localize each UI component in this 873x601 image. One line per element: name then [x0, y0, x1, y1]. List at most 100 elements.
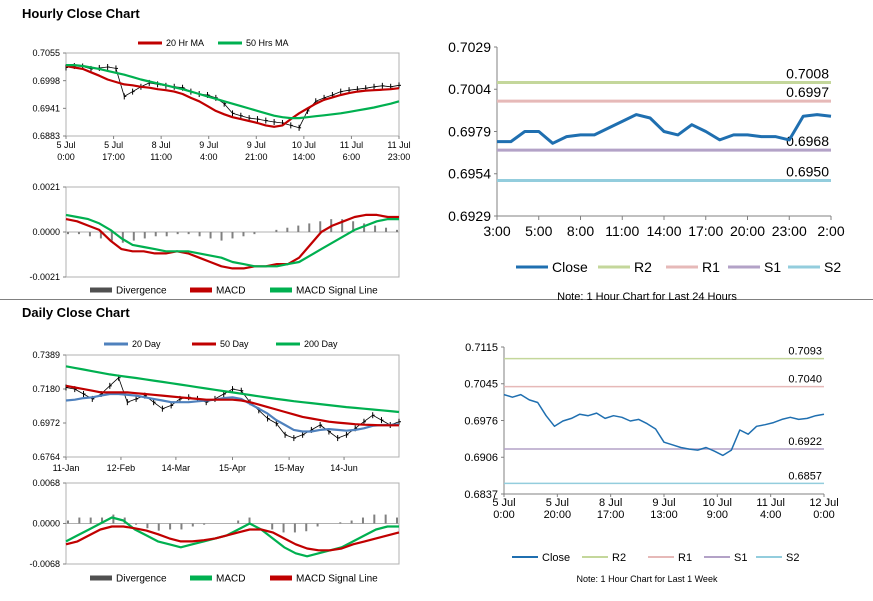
daily-macd-ytick: -0.0068 — [29, 559, 60, 569]
daily-levels-ytick: 0.6906 — [464, 452, 498, 464]
daily-levels-xtick: 5 Jul — [492, 497, 515, 509]
daily-levels-xtick: 10 Jul — [703, 497, 732, 509]
daily-price-xtick: 15-Apr — [219, 463, 246, 473]
hourly-price-xtick: 11 Jul — [340, 140, 363, 150]
daily-price-legend-label: 50 Day — [220, 339, 249, 349]
daily-levels-legend-label: S2 — [786, 552, 799, 564]
hourly-price-xtick: 4:00 — [200, 152, 218, 162]
daily-price-ma200-line — [65, 365, 400, 414]
hourly-price-xtick: 14:00 — [293, 152, 316, 162]
hourly-levels-xtick: 5:00 — [525, 223, 552, 239]
hourly-price-xtick: 23:00 — [388, 152, 411, 162]
hourly-price-frame — [65, 52, 400, 137]
hourly-macd-ytick: -0.0021 — [29, 272, 60, 282]
hourly-price-xtick: 5 Jul — [104, 140, 123, 150]
hourly-price-xtick: 5 Jul — [56, 140, 75, 150]
hourly-macd-legend-label: Divergence — [116, 286, 167, 297]
hourly-price-legend-label: 20 Hr MA — [166, 38, 204, 48]
daily-price-xtick: 11-Jan — [53, 463, 80, 473]
daily-levels-note: Note: 1 Hour Chart for Last 1 Week — [577, 574, 718, 584]
hourly-price-xtick: 21:00 — [245, 152, 268, 162]
hourly-macd-ytick: 0.0021 — [32, 182, 60, 192]
hourly-macd-legend-label: MACD — [216, 286, 245, 297]
daily-macd-ytick: 0.0000 — [32, 519, 60, 529]
hourly-macd-signal-line — [65, 213, 399, 268]
daily-levels-ytick: 0.6837 — [464, 489, 498, 501]
daily-macd-legend-label: Divergence — [116, 574, 167, 585]
daily-section-title: Daily Close Chart — [22, 305, 130, 320]
hourly-price-xtick: 11 Jul — [387, 140, 410, 150]
hourly-levels-legend-label: S2 — [824, 259, 841, 275]
hourly-price-xtick: 17:00 — [102, 152, 125, 162]
hourly-levels-xtick: 14:00 — [646, 223, 681, 239]
daily-levels-xtick: 0:00 — [813, 509, 834, 521]
daily-levels-level-s1-label: 0.6922 — [788, 436, 822, 448]
hourly-levels-xtick: 3:00 — [483, 223, 510, 239]
hourly-levels-note: Note: 1 Hour Chart for Last 24 Hours — [557, 291, 737, 303]
hourly-price-xtick: 9 Jul — [247, 140, 266, 150]
daily-price-ytick: 0.6764 — [32, 452, 60, 462]
daily-price-legend-label: 20 Day — [132, 339, 161, 349]
hourly-levels-level-r1-label: 0.6997 — [786, 84, 829, 100]
daily-levels-xtick: 8 Jul — [599, 497, 622, 509]
daily-levels-legend-label: R1 — [678, 552, 692, 564]
daily-price-xtick: 14-Mar — [162, 463, 191, 473]
hourly-macd-macd-line — [65, 213, 399, 270]
hourly-price-xtick: 0:00 — [57, 152, 75, 162]
daily-levels-level-r2-label: 0.7093 — [788, 346, 822, 358]
hourly-price-xtick: 9 Jul — [199, 140, 218, 150]
hourly-levels-ytick: 0.7004 — [448, 81, 491, 97]
daily-price-xtick: 14-Jun — [330, 463, 358, 473]
daily-price-price-line — [65, 377, 400, 439]
hourly-levels-ytick: 0.6929 — [448, 208, 491, 224]
daily-levels-xtick: 11 Jul — [756, 497, 785, 509]
hourly-levels-xtick: 23:00 — [772, 223, 807, 239]
hourly-price-price-line — [65, 65, 400, 129]
hourly-levels-ytick: 0.6954 — [448, 166, 491, 182]
hourly-price-ma20-line — [65, 64, 400, 128]
daily-price-legend-label: 200 Day — [304, 339, 338, 349]
hourly-macd-ytick: 0.0000 — [32, 227, 60, 237]
hourly-price-ytick: 0.6883 — [32, 131, 60, 141]
daily-levels-legend-label: Close — [542, 552, 570, 564]
daily-price-ma50-line — [65, 384, 399, 427]
hourly-section-title: Hourly Close Chart — [22, 6, 140, 21]
hourly-levels-close-line — [497, 113, 832, 145]
daily-macd-macd-line — [65, 516, 399, 558]
hourly-levels-xtick: 2:00 — [817, 223, 844, 239]
hourly-levels-legend-label: R1 — [702, 259, 720, 275]
daily-levels-xtick: 9 Jul — [652, 497, 675, 509]
hourly-levels-xtick: 11:00 — [605, 223, 639, 239]
hourly-levels-ytick: 0.7029 — [448, 39, 491, 55]
daily-price-xtick: 15-May — [274, 463, 305, 473]
daily-levels-ytick: 0.7045 — [464, 379, 498, 391]
daily-levels-xtick: 5 Jul — [546, 497, 569, 509]
daily-macd-legend-label: MACD — [216, 574, 245, 585]
daily-price-ytick: 0.6972 — [32, 418, 60, 428]
daily-levels-legend-label: S1 — [734, 552, 747, 564]
hourly-levels-level-r2-label: 0.7008 — [786, 65, 829, 81]
hourly-levels-level-s2-label: 0.6950 — [786, 164, 829, 180]
daily-macd-ytick: 0.0068 — [32, 478, 60, 488]
hourly-price-ytick: 0.7055 — [32, 48, 60, 58]
daily-levels-xtick: 13:00 — [650, 509, 678, 521]
daily-price-ytick: 0.7180 — [32, 384, 60, 394]
daily-levels-xtick: 12 Jul — [809, 497, 838, 509]
daily-levels-xtick: 17:00 — [597, 509, 625, 521]
hourly-price-ytick: 0.6998 — [32, 76, 60, 86]
hourly-levels-xtick: 20:00 — [730, 223, 765, 239]
hourly-levels-xtick: 8:00 — [567, 223, 594, 239]
hourly-price-ma50-line — [66, 63, 400, 120]
daily-price-ytick: 0.7389 — [32, 350, 60, 360]
daily-macd-legend-label: MACD Signal Line — [296, 574, 378, 585]
hourly-macd-legend-label: MACD Signal Line — [296, 286, 378, 297]
hourly-price-xtick: 8 Jul — [152, 140, 171, 150]
daily-levels-close-line — [503, 393, 825, 457]
daily-levels-ytick: 0.7115 — [465, 342, 498, 354]
hourly-price-xtick: 11:00 — [150, 152, 172, 162]
hourly-levels-legend-label: S1 — [764, 259, 781, 275]
hourly-levels-level-s1-label: 0.6968 — [786, 133, 829, 149]
